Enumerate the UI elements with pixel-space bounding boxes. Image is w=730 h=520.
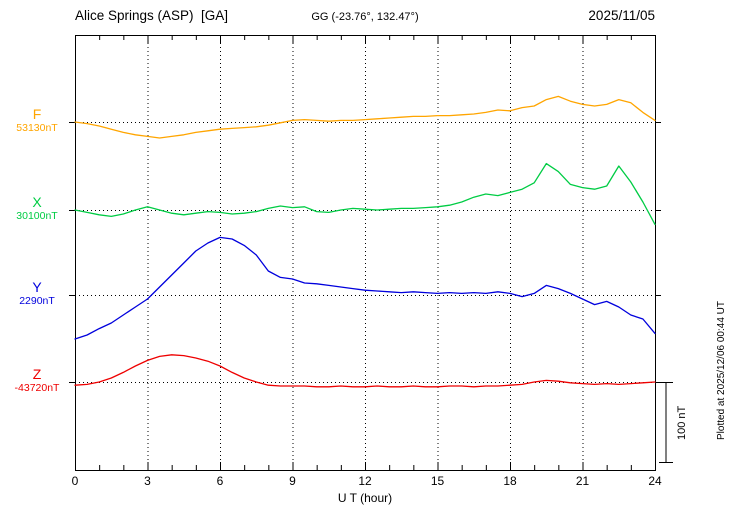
channel-base-value: -43720nT xyxy=(14,382,60,395)
trace-Y xyxy=(74,236,656,340)
trace-X xyxy=(74,162,656,226)
channel-name: F xyxy=(32,106,42,122)
channel-label-Z: Z -43720nT xyxy=(2,366,72,394)
x-tick-label: 0 xyxy=(71,474,79,488)
channel-name: Y xyxy=(32,279,42,295)
channel-base-value: 53130nT xyxy=(16,122,58,135)
channel-label-X: X 30100nT xyxy=(2,194,72,222)
trace-F xyxy=(74,95,656,139)
x-axis-label: U T (hour) xyxy=(337,491,393,505)
channel-base-value: 2290nT xyxy=(19,295,55,308)
x-tick-label: 21 xyxy=(575,474,590,488)
x-tick-label: 12 xyxy=(358,474,372,488)
x-tick-label: 3 xyxy=(144,474,151,488)
geographic-coordinates: GG (-23.76°, 132.47°) xyxy=(311,11,419,23)
scale-bar-label: 100 nT xyxy=(676,405,688,441)
channel-base-value: 30100nT xyxy=(16,210,58,223)
x-tick-label: 15 xyxy=(430,474,445,488)
x-tick-label: 6 xyxy=(216,474,224,488)
trace-Z xyxy=(74,354,656,388)
station-title: Alice Springs (ASP) [GA] xyxy=(75,8,229,23)
plotted-at-timestamp: Plotted at 2025/12/06 00:44 UT xyxy=(716,301,727,440)
x-tick-label: 9 xyxy=(289,474,296,488)
channel-name: Z xyxy=(32,366,42,382)
channel-label-Y: Y 2290nT xyxy=(2,279,72,307)
channel-name: X xyxy=(32,194,42,210)
channel-label-F: F 53130nT xyxy=(2,106,72,134)
plot-date: 2025/11/05 xyxy=(588,8,655,23)
x-tick-label: 18 xyxy=(503,474,517,488)
x-tick-label: 24 xyxy=(648,474,662,488)
